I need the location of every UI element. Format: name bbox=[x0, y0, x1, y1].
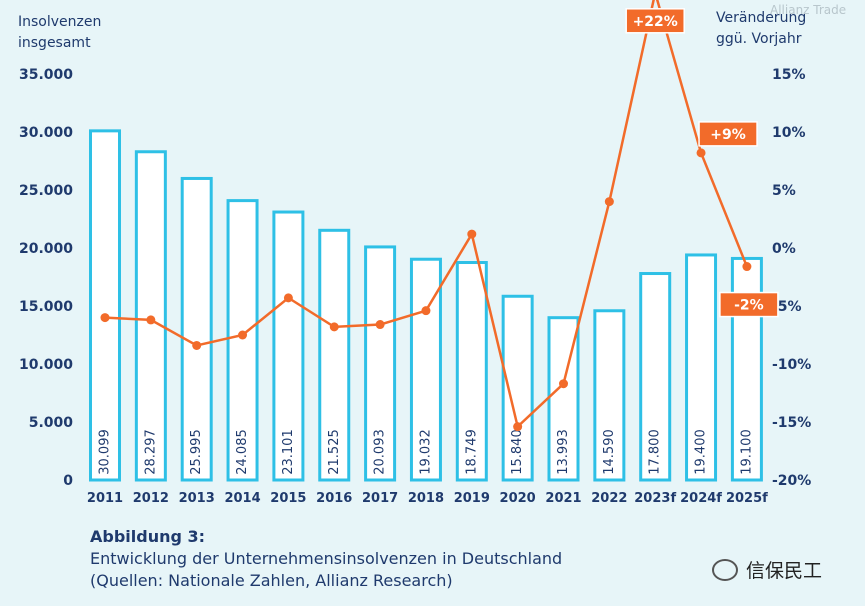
bar-label: 24.085 bbox=[235, 429, 250, 475]
x-tick: 2022 bbox=[591, 491, 627, 506]
wechat-icon bbox=[712, 558, 738, 581]
bar bbox=[593, 309, 626, 482]
bar-label: 13.993 bbox=[556, 429, 571, 475]
right-tick: 10% bbox=[772, 125, 806, 141]
watermark-text: 信保民工 bbox=[746, 560, 823, 582]
x-tick: 2023f bbox=[634, 491, 676, 506]
callout-box bbox=[698, 121, 758, 147]
bar-label: 18.749 bbox=[464, 429, 479, 475]
change-point bbox=[375, 320, 385, 330]
bar bbox=[180, 176, 213, 482]
change-point bbox=[146, 315, 156, 325]
x-tick: 2016 bbox=[316, 491, 352, 506]
x-tick: 2015 bbox=[270, 491, 306, 506]
change-point bbox=[467, 229, 477, 239]
right-tick: -10% bbox=[772, 357, 811, 373]
chart: Insolvenzen insgesamt Veränderung ggü. V… bbox=[18, 0, 846, 506]
right-axis-title-line2: ggü. Vorjahr bbox=[716, 31, 802, 47]
bar bbox=[639, 272, 672, 482]
left-axis-title-line1: Insolvenzen bbox=[18, 14, 101, 30]
left-axis: 0 5.000 10.000 15.000 20.000 25.000 30.000 35.0… bbox=[19, 67, 73, 489]
left-tick: 35.000 bbox=[19, 67, 73, 83]
change-point bbox=[604, 197, 614, 207]
caption-title: Abbildung 3: bbox=[90, 527, 206, 546]
x-tick: 2025f bbox=[726, 491, 768, 506]
callout-label: +22% bbox=[633, 14, 678, 30]
bars: 30.099 28.297 25.995 24.085 23.101 21.525 20.0… bbox=[89, 129, 763, 482]
left-tick: 0 bbox=[63, 473, 73, 489]
left-tick: 25.000 bbox=[19, 183, 73, 199]
bar-label: 17.800 bbox=[648, 429, 663, 475]
x-tick: 2024f bbox=[680, 491, 722, 506]
x-tick: 2019 bbox=[454, 491, 490, 506]
bar bbox=[226, 199, 259, 482]
change-point bbox=[192, 340, 202, 350]
x-tick: 2020 bbox=[500, 491, 536, 506]
left-tick: 10.000 bbox=[19, 357, 73, 373]
right-tick: -15% bbox=[772, 415, 811, 431]
bar-label: 20.093 bbox=[373, 429, 388, 475]
bar bbox=[685, 253, 718, 482]
caption-line1: Entwicklung der Unternehmensinsolvenzen … bbox=[90, 549, 563, 568]
x-tick: 2011 bbox=[87, 491, 123, 506]
bar-label: 19.400 bbox=[694, 429, 709, 475]
bar-label: 21.525 bbox=[327, 429, 342, 475]
bar bbox=[89, 129, 121, 482]
callout-box bbox=[625, 8, 685, 34]
x-tick: 2013 bbox=[179, 491, 215, 506]
figure-caption: Abbildung 3: Entwicklung der Unternehmen… bbox=[90, 526, 562, 592]
x-tick: 2014 bbox=[224, 491, 260, 506]
right-tick: -5% bbox=[772, 299, 802, 315]
bar-label: 23.101 bbox=[281, 429, 296, 475]
right-tick: 5% bbox=[772, 183, 796, 199]
change-point bbox=[742, 262, 752, 272]
change-point bbox=[559, 379, 568, 389]
callout-box bbox=[719, 291, 779, 318]
change-point bbox=[696, 148, 706, 158]
right-tick: 0% bbox=[772, 241, 796, 257]
right-tick: -20% bbox=[772, 473, 811, 489]
corner-watermark: Allianz Trade bbox=[770, 3, 846, 17]
bar bbox=[318, 228, 351, 482]
bar bbox=[455, 261, 488, 482]
x-tick: 2017 bbox=[362, 491, 398, 506]
bar bbox=[272, 210, 305, 482]
bar-label: 19.032 bbox=[418, 429, 433, 475]
change-point bbox=[283, 293, 293, 303]
callouts: +22% +9% -2% bbox=[625, 8, 779, 318]
change-line bbox=[100, 0, 752, 432]
right-axis: -20% -15% -10% -5% 0% 5% 10% 15% bbox=[772, 67, 811, 489]
change-point bbox=[100, 313, 110, 323]
left-tick: 20.000 bbox=[19, 241, 73, 257]
change-point bbox=[329, 322, 339, 332]
left-axis-title-line2: insgesamt bbox=[18, 35, 91, 51]
change-point bbox=[238, 330, 248, 340]
change-point bbox=[421, 306, 431, 316]
bar bbox=[364, 245, 397, 482]
right-axis-title-line1: Veränderung bbox=[716, 10, 806, 26]
left-tick: 30.000 bbox=[19, 125, 73, 141]
left-tick: 15.000 bbox=[19, 299, 73, 315]
bar-label: 14.590 bbox=[602, 429, 617, 475]
right-tick: 15% bbox=[772, 67, 806, 83]
x-tick: 2021 bbox=[545, 491, 581, 506]
bar-label: 15.840 bbox=[510, 429, 525, 475]
bar-label: 28.297 bbox=[143, 429, 158, 475]
x-tick: 2018 bbox=[408, 491, 444, 506]
left-tick: 5.000 bbox=[29, 415, 74, 431]
bar-label: 19.100 bbox=[739, 429, 754, 475]
callout-label: -2% bbox=[734, 298, 764, 314]
caption-line2: (Quellen: Nationale Zahlen, Allianz Rese… bbox=[90, 571, 453, 590]
bar-label: 30.099 bbox=[98, 429, 113, 475]
x-axis: 2011 2012 2013 2014 2015 2016 2017 2018 2019 2020… bbox=[87, 491, 768, 506]
change-point bbox=[513, 422, 523, 432]
callout-label: +9% bbox=[710, 127, 746, 143]
watermark: 信保民工 bbox=[712, 556, 822, 583]
x-tick: 2012 bbox=[133, 491, 169, 506]
bar-label: 25.995 bbox=[189, 429, 204, 475]
